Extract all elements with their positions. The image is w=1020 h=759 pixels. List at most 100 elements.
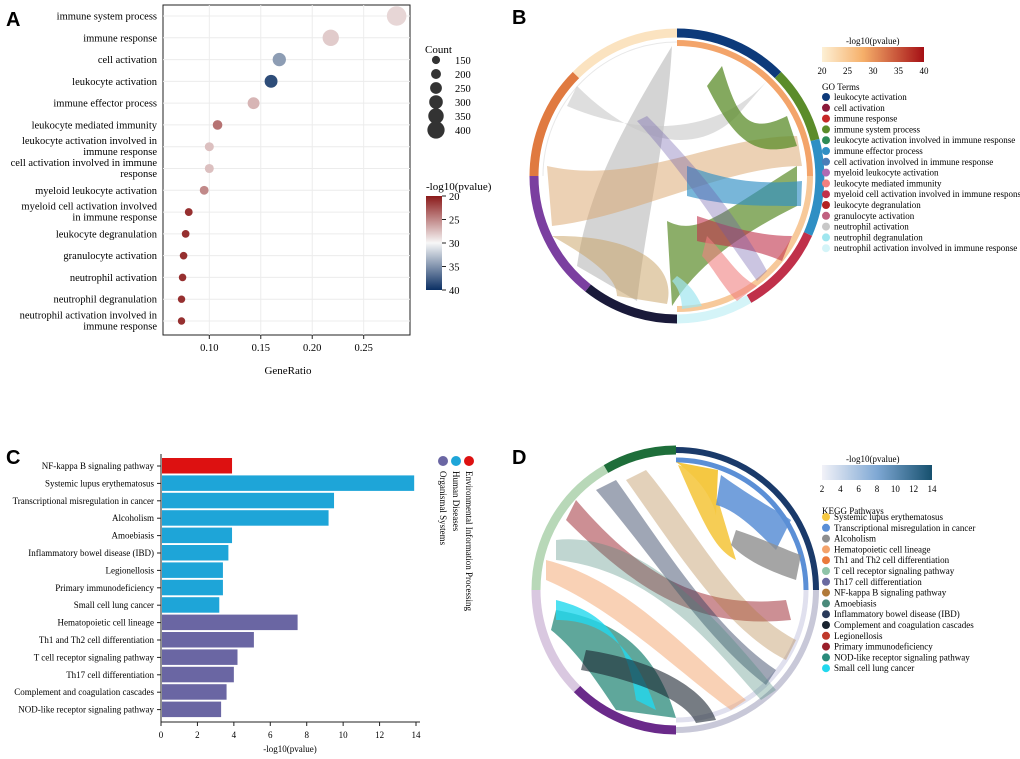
legend-label: Legionellosis — [834, 631, 883, 641]
legend-swatch — [822, 147, 830, 155]
dot-point — [247, 97, 260, 110]
dot-point — [322, 29, 339, 46]
ytick-label: NF-kappa B signaling pathway — [42, 461, 155, 471]
legend-label: neutrophil degranulation — [834, 232, 923, 242]
xtick-label: 0.15 — [252, 343, 270, 354]
ytick-label-line: in immune response — [72, 213, 157, 224]
bar — [162, 475, 415, 491]
ytick-label: Amoebiasis — [112, 531, 155, 541]
panel-label-a: A — [6, 9, 20, 31]
colorbar-label: 10 — [891, 484, 901, 494]
kegg-colorbar — [822, 465, 932, 480]
ytick-label: Hematopoietic cell lineage — [58, 618, 154, 628]
ytick-label: leukocyte activation involved in immune r… — [22, 136, 158, 158]
xtick-label: 4 — [232, 730, 237, 740]
bar — [162, 527, 233, 544]
bar — [162, 545, 229, 561]
ytick-label: Systemic lupus erythematosus — [45, 478, 154, 488]
legend-label: leukocyte mediated immunity — [834, 178, 942, 188]
dot-point — [199, 185, 209, 195]
count-legend-title: Count — [425, 44, 452, 56]
legend-swatch — [822, 103, 830, 112]
ytick-label: Alcoholism — [112, 513, 154, 523]
dot-point — [272, 52, 286, 67]
legend-swatch — [822, 136, 830, 145]
legend-swatch — [822, 545, 830, 554]
panel-label-d: D — [512, 447, 526, 469]
ytick-label: Primary immunodeficiency — [55, 583, 154, 593]
legend-swatch — [822, 534, 830, 543]
legend-label: leukocyte activation — [834, 92, 907, 102]
count-legend-dot — [431, 55, 441, 65]
panel-a-xlabel: GeneRatio — [264, 365, 312, 377]
legend-label: Transcriptional misregulation in cancer — [834, 523, 975, 533]
colorbar-label: 6 — [856, 484, 861, 494]
legend-label: immune system process — [834, 124, 920, 134]
legend-label: Systemic lupus erythematosus — [834, 512, 943, 522]
kegg-colorbar-title: -log10(pvalue) — [846, 454, 899, 464]
ytick-label: NOD-like receptor signaling pathway — [18, 705, 154, 715]
dot-point — [204, 163, 214, 174]
count-legend-dot — [429, 95, 443, 109]
bar — [162, 632, 254, 648]
ytick-label: Inflammatory bowel disease (IBD) — [28, 548, 154, 558]
xtick-label: 12 — [375, 730, 384, 740]
dot-point — [184, 208, 193, 216]
go-legend-title: GO Terms — [822, 82, 860, 92]
go-colorbar — [822, 47, 924, 62]
legend-swatch — [822, 577, 830, 586]
bar — [162, 614, 298, 631]
ytick-label: Legionellosis — [106, 565, 155, 575]
xtick-label: 0.10 — [200, 343, 218, 354]
legend-label: neutrophil activation involved in immune… — [834, 243, 1017, 253]
legend-label: Th1 and Th2 cell differentiation — [834, 555, 950, 565]
ytick-label: leukocyte activation — [72, 77, 158, 88]
dot-point — [204, 142, 214, 152]
ytick-label-line: leukocyte activation involved in — [22, 136, 158, 147]
legend-swatch — [822, 179, 830, 188]
legend-swatch — [822, 211, 830, 220]
legend-label: Th17 cell differentiation — [834, 577, 922, 587]
ytick-label: Small cell lung cancer — [74, 600, 154, 610]
colorbar-label: 40 — [920, 66, 930, 76]
xtick-label: 0 — [159, 730, 164, 740]
bar — [162, 684, 227, 700]
ytick-label-line: cell activation involved in immune — [11, 158, 158, 169]
group-legend-swatch — [464, 456, 474, 466]
ytick-label: neutrophil degranulation — [53, 295, 157, 306]
bar — [162, 562, 223, 578]
colorbar-label: 20 — [818, 66, 828, 76]
legend-swatch — [822, 168, 830, 177]
legend-label: leukocyte degranulation — [834, 200, 921, 210]
pvalue-legend-label: 25 — [449, 216, 460, 227]
xtick-label: 14 — [412, 730, 422, 740]
panel-b-chord: -log10(pvalue) 20 25 30 35 40 GO Terms leuko… — [529, 28, 1020, 324]
dot-point — [179, 251, 188, 260]
legend-swatch — [822, 190, 830, 199]
ytick-label-line: immune response — [83, 322, 157, 333]
xtick-label: 8 — [304, 730, 309, 740]
count-legend-dot — [431, 69, 441, 79]
legend-label: myeloid cell activation involved in immu… — [834, 189, 1020, 199]
pvalue-legend-label: 35 — [449, 263, 460, 274]
panel-a-frame — [162, 4, 411, 336]
colorbar-label: 8 — [875, 484, 880, 494]
bar — [162, 701, 222, 718]
panel-c-xlabel: -log10(pvalue) — [263, 744, 316, 754]
ytick-label: immune response — [83, 33, 157, 44]
legend-label: neutrophil activation — [834, 222, 909, 232]
kegg-legend-title: KEGG Pathways — [822, 506, 884, 516]
count-legend-label: 150 — [455, 56, 471, 67]
count-legend-label: 400 — [455, 126, 471, 137]
bar — [162, 492, 335, 509]
dot-point — [181, 229, 190, 238]
legend-swatch — [822, 588, 830, 597]
legend-swatch — [822, 201, 830, 209]
dot-point — [177, 295, 186, 303]
dot-point — [212, 120, 223, 130]
ytick-label: neutrophil activation — [70, 273, 158, 284]
panel-c-barchart: NF-kappa B signaling pathway Systemic lup… — [13, 454, 474, 754]
legend-label: immune response — [834, 114, 897, 124]
